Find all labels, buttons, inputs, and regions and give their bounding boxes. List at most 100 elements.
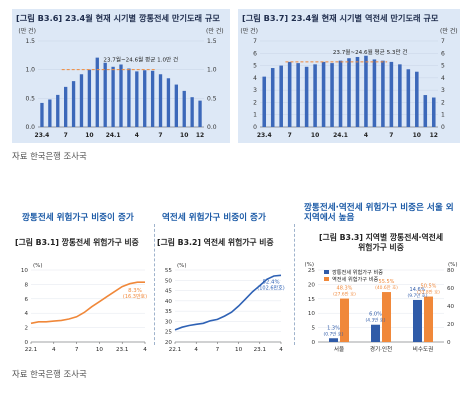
b33-sublabel-b: (27.6만 호) bbox=[333, 291, 356, 298]
b33-sublabel-a: (4.3만 호) bbox=[366, 317, 386, 324]
b33-ytick-right: 80 bbox=[447, 268, 455, 274]
b37-bar bbox=[415, 71, 419, 127]
b33-bar-risk-b bbox=[340, 298, 349, 342]
chart-b33: (%) (%) 0 5 10 15 20 25 0 20 40 60 80 깡통전세 위험가구 비중역전세… bbox=[304, 262, 458, 353]
b32-ytick: 50 bbox=[165, 278, 173, 284]
b36-bar bbox=[56, 94, 60, 127]
b36-bar bbox=[150, 70, 155, 127]
chart-b37-title: [그림 B3.7] 23.4월 현재 시기별 역전세 만기도래 규모 bbox=[242, 13, 439, 23]
b37-xtick: 10 bbox=[311, 132, 319, 139]
b32-ytick: 30 bbox=[165, 319, 173, 325]
b36-bar bbox=[135, 71, 139, 127]
b36-xtick: 10 bbox=[85, 132, 93, 139]
b33-bar-risk-a bbox=[329, 338, 338, 342]
b33-ytick-right: 0 bbox=[447, 340, 451, 346]
b37-ytick-left: 3 bbox=[253, 87, 257, 94]
b33-ytick-left: 15 bbox=[308, 297, 316, 303]
b31-ytick: 0 bbox=[24, 340, 28, 346]
b37-bar bbox=[287, 61, 292, 128]
b37-ytick-right: 3 bbox=[441, 87, 445, 94]
b33-ytick-left: 5 bbox=[311, 326, 315, 332]
b32-xtick: 4 bbox=[279, 347, 283, 353]
chart-b31-panel: (%) 0 2 4 6 8 10 22.1 4 7 10 23.1 4 8.3% (16.3만호) bbox=[15, 256, 150, 356]
b33-ytick-right: 60 bbox=[447, 286, 455, 292]
b37-ytick-right: 7 bbox=[441, 38, 445, 45]
b37-bar bbox=[270, 68, 275, 127]
chart-b31: (%) 0 2 4 6 8 10 22.1 4 7 10 23.1 4 8.3%(16.3만호) bbox=[21, 263, 147, 353]
chart-b31-title: [그림 B3.1] 깡통전세 위험가구 비중 bbox=[15, 238, 139, 247]
b31-ytick: 4 bbox=[24, 311, 28, 317]
b33-legend-label-2: 역전세 위험가구 비중 bbox=[332, 275, 378, 283]
b36-bar bbox=[79, 74, 84, 127]
b33-label-a: 1.3% bbox=[327, 325, 340, 331]
b31-series-line bbox=[30, 281, 145, 325]
b32-value-sublabel: (102.6만호) bbox=[257, 284, 284, 291]
b37-bar bbox=[381, 60, 385, 127]
b36-bar bbox=[87, 69, 92, 127]
b37-xtick: 4 bbox=[364, 132, 368, 139]
b33-xtick: 비수도권 bbox=[413, 345, 434, 353]
b31-ytick: 8 bbox=[24, 282, 28, 288]
b37-bar bbox=[279, 65, 283, 127]
b37-bar bbox=[330, 63, 334, 127]
b33-sublabel-a: (9.7만 호) bbox=[408, 292, 428, 299]
b36-xtick: 4 bbox=[135, 132, 139, 139]
b33-ytick-left: 10 bbox=[308, 311, 316, 317]
b36-bar bbox=[166, 78, 171, 127]
b36-ytick-left: 1.0 bbox=[25, 67, 35, 74]
b33-bar-risk-b bbox=[382, 292, 391, 342]
b33-bar-risk-b bbox=[424, 296, 433, 342]
b33-bar-risk-a bbox=[371, 324, 380, 342]
b36-bar bbox=[158, 74, 163, 127]
b32-ytick: 25 bbox=[165, 330, 173, 336]
b31-xtick: 22.1 bbox=[25, 347, 38, 353]
b33-ytick-left: 20 bbox=[308, 282, 316, 288]
b37-ytick-left: 5 bbox=[253, 63, 257, 70]
b37-ytick-left: 2 bbox=[253, 99, 257, 106]
b37-ytick-right: 2 bbox=[441, 99, 445, 106]
headline-3: 깡통전세·역전세 위험가구 비중은 서울 외 지역에서 높음 bbox=[304, 203, 454, 223]
b33-ytick-left: 0 bbox=[311, 340, 315, 346]
b37-bar bbox=[398, 64, 402, 127]
b36-ytick-right: 1.0 bbox=[207, 67, 217, 74]
b32-unit: (%) bbox=[177, 263, 187, 269]
b33-sublabel-b: (40.6만 호) bbox=[375, 284, 398, 291]
chart-b36: (만 건) (만 건) 0.0 0.0 0.5 0.5 1.0 1.0 1.5 1.5 23.7월~… bbox=[18, 27, 223, 139]
b37-bar bbox=[347, 58, 351, 128]
b37-xtick: 7 bbox=[389, 132, 393, 139]
b37-bar bbox=[296, 63, 300, 127]
b37-ytick-right: 0 bbox=[441, 124, 445, 131]
b37-xtick: 7 bbox=[288, 132, 292, 139]
b37-xtick: 12 bbox=[430, 132, 438, 139]
b37-bar bbox=[431, 97, 436, 127]
top-left-panel: [그림 B3.6] 23.4월 현재 시기별 깡통전세 만기도래 규모 (만 건… bbox=[12, 9, 230, 143]
b37-ytick-left: 6 bbox=[253, 50, 257, 57]
b36-xtick: 24.1 bbox=[106, 132, 121, 139]
chart-b32: (%) 20 25 30 35 40 45 50 55 22.1 4 7 10 23.1 4 52.4%(10… bbox=[165, 263, 285, 353]
top-right-panel: [그림 B3.7] 23.4월 현재 시기별 역전세 만기도래 규모 (만 건)… bbox=[238, 9, 460, 143]
b37-ytick-left: 4 bbox=[253, 75, 257, 82]
b36-ytick-left: 0.0 bbox=[25, 124, 35, 131]
b32-ytick: 40 bbox=[165, 299, 173, 305]
b37-xtick: 24.1 bbox=[333, 132, 348, 139]
b36-ytick-left: 0.5 bbox=[25, 95, 35, 102]
b37-bar bbox=[372, 59, 377, 127]
b36-bar bbox=[71, 81, 76, 127]
b33-ytick-right: 20 bbox=[447, 322, 455, 328]
b37-bar bbox=[321, 61, 326, 128]
b37-unit-right: (만 건) bbox=[440, 27, 458, 35]
b36-xtick: 23.4 bbox=[35, 132, 50, 139]
b37-bar bbox=[389, 61, 394, 128]
b33-sublabel-b: (33.8만 호) bbox=[417, 289, 440, 296]
chart-b37: (만 건) (만 건)0 01 12 23 34 45 56 67 723.7월~24.6월 평균… bbox=[240, 27, 458, 139]
source-note-top: 자료 한국은행 조사국 bbox=[12, 151, 87, 161]
b33-label-a: 6.0% bbox=[369, 312, 382, 318]
b33-ytick-right: 40 bbox=[447, 304, 455, 310]
b32-xtick: 4 bbox=[194, 347, 198, 353]
b37-bar bbox=[355, 56, 360, 127]
b32-ytick: 35 bbox=[165, 309, 173, 315]
chart-b36-title: [그림 B3.6] 23.4월 현재 시기별 깡통전세 만기도래 규모 bbox=[16, 13, 220, 23]
b33-unit-right: (%) bbox=[448, 262, 458, 268]
b37-annotation: 23.7월~24.6월 평균 5.3만 건 bbox=[333, 48, 408, 56]
b37-ytick-right: 5 bbox=[441, 63, 445, 70]
